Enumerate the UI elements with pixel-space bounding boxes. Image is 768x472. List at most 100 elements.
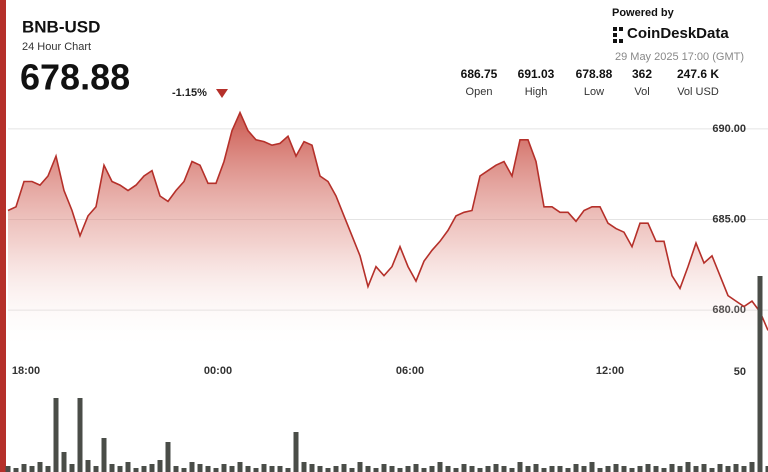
price: 678.88 (20, 57, 130, 98)
volume-bar (493, 464, 499, 472)
volume-bar (389, 466, 395, 472)
x-tick-label: 12:00 (596, 365, 624, 377)
volume-bar (53, 398, 59, 472)
change: -1.15% (172, 87, 207, 99)
volume-bar (45, 466, 51, 472)
volume-bar (685, 462, 691, 472)
volume-bar (61, 452, 67, 472)
volume-bar (301, 462, 307, 472)
volume-bar (85, 460, 91, 472)
volume-bar (77, 398, 83, 472)
stat-label: High (525, 86, 548, 98)
stat-value: 362 (632, 67, 652, 81)
volume-bar (13, 468, 19, 472)
volume-bar (245, 466, 251, 472)
volume-bar (413, 464, 419, 472)
volume-bar (701, 464, 707, 472)
volume-bar (149, 464, 155, 472)
powered-by: Powered by (612, 7, 675, 19)
volume-bar (333, 466, 339, 472)
volume-bar (165, 442, 171, 472)
volume-bar (381, 464, 387, 472)
volume-bar (757, 276, 763, 472)
volume-bar (349, 468, 355, 472)
volume-bar (653, 466, 659, 472)
volume-bar (749, 462, 755, 472)
volume-bar (645, 464, 651, 472)
stat-value: 691.03 (518, 67, 555, 81)
volume-bar (293, 432, 299, 472)
volume-bar (213, 468, 219, 472)
volume-bar (229, 466, 235, 472)
volume-bar (261, 464, 267, 472)
brand: CoinDeskData (627, 25, 729, 42)
volume-bar (93, 466, 99, 472)
volume-bar (501, 466, 507, 472)
volume-bar (437, 462, 443, 472)
title: BNB-USD (22, 17, 100, 36)
timestamp: 29 May 2025 17:00 (GMT) (615, 51, 744, 63)
volume-bar (237, 462, 243, 472)
stat-value: 686.75 (461, 67, 498, 81)
area (8, 112, 768, 350)
volume-bar (421, 468, 427, 472)
stat-label: Open (466, 86, 493, 98)
price-line (7, 110, 768, 331)
volume-bar (109, 464, 115, 472)
volume-bar (709, 468, 715, 472)
subtitle: 24 Hour Chart (22, 41, 91, 53)
down-arrow (216, 89, 228, 98)
volume-bar (485, 466, 491, 472)
volume-bar (325, 468, 331, 472)
volume-bar (597, 468, 603, 472)
volume-bar (125, 462, 131, 472)
volume-bar (37, 462, 43, 472)
stat-value: 247.6 K (677, 67, 719, 81)
volume-bar (269, 466, 275, 472)
volume-bar (533, 464, 539, 472)
volume-bar (29, 466, 35, 472)
volume-bar (69, 464, 75, 472)
volume-bar (365, 466, 371, 472)
volume-bar (677, 466, 683, 472)
volume-bar (693, 466, 699, 472)
volume-bar (133, 468, 139, 472)
volume-bar (5, 466, 11, 472)
volume-bar (277, 466, 283, 472)
volume-bar (717, 464, 723, 472)
volume-bar (309, 464, 315, 472)
stat-value: 678.88 (576, 67, 613, 81)
brand-logo (613, 27, 623, 43)
volume-bar (445, 466, 451, 472)
volume-bar (101, 438, 107, 472)
x-tick-label: 06:00 (396, 365, 424, 377)
volume-bar (557, 466, 563, 472)
volume-bar (621, 466, 627, 472)
volume-bar (573, 464, 579, 472)
volume-bar (477, 468, 483, 472)
x-tick-label: 18:00 (12, 365, 40, 377)
volume-bar (317, 466, 323, 472)
volume-bar (357, 462, 363, 472)
volume-bar (541, 468, 547, 472)
volume-bar (341, 464, 347, 472)
volume-bar (549, 466, 555, 472)
volume-bar (613, 464, 619, 472)
volume-bar (765, 466, 768, 472)
volume-bar (509, 468, 515, 472)
volume-bar (405, 466, 411, 472)
volume-bar (21, 464, 27, 472)
volume-bar (725, 466, 731, 472)
volume-bar (397, 468, 403, 472)
y-tick-label: 685.00 (712, 213, 746, 225)
volume-bar (157, 460, 163, 472)
volume-bar (741, 466, 747, 472)
accent-bar (0, 0, 6, 472)
volume-bar (637, 466, 643, 472)
x-tick-label: 00:00 (204, 365, 232, 377)
stat-label: Low (584, 86, 604, 98)
volume-bar (517, 462, 523, 472)
volume-bar (141, 466, 147, 472)
stat-label: Vol USD (677, 86, 719, 98)
